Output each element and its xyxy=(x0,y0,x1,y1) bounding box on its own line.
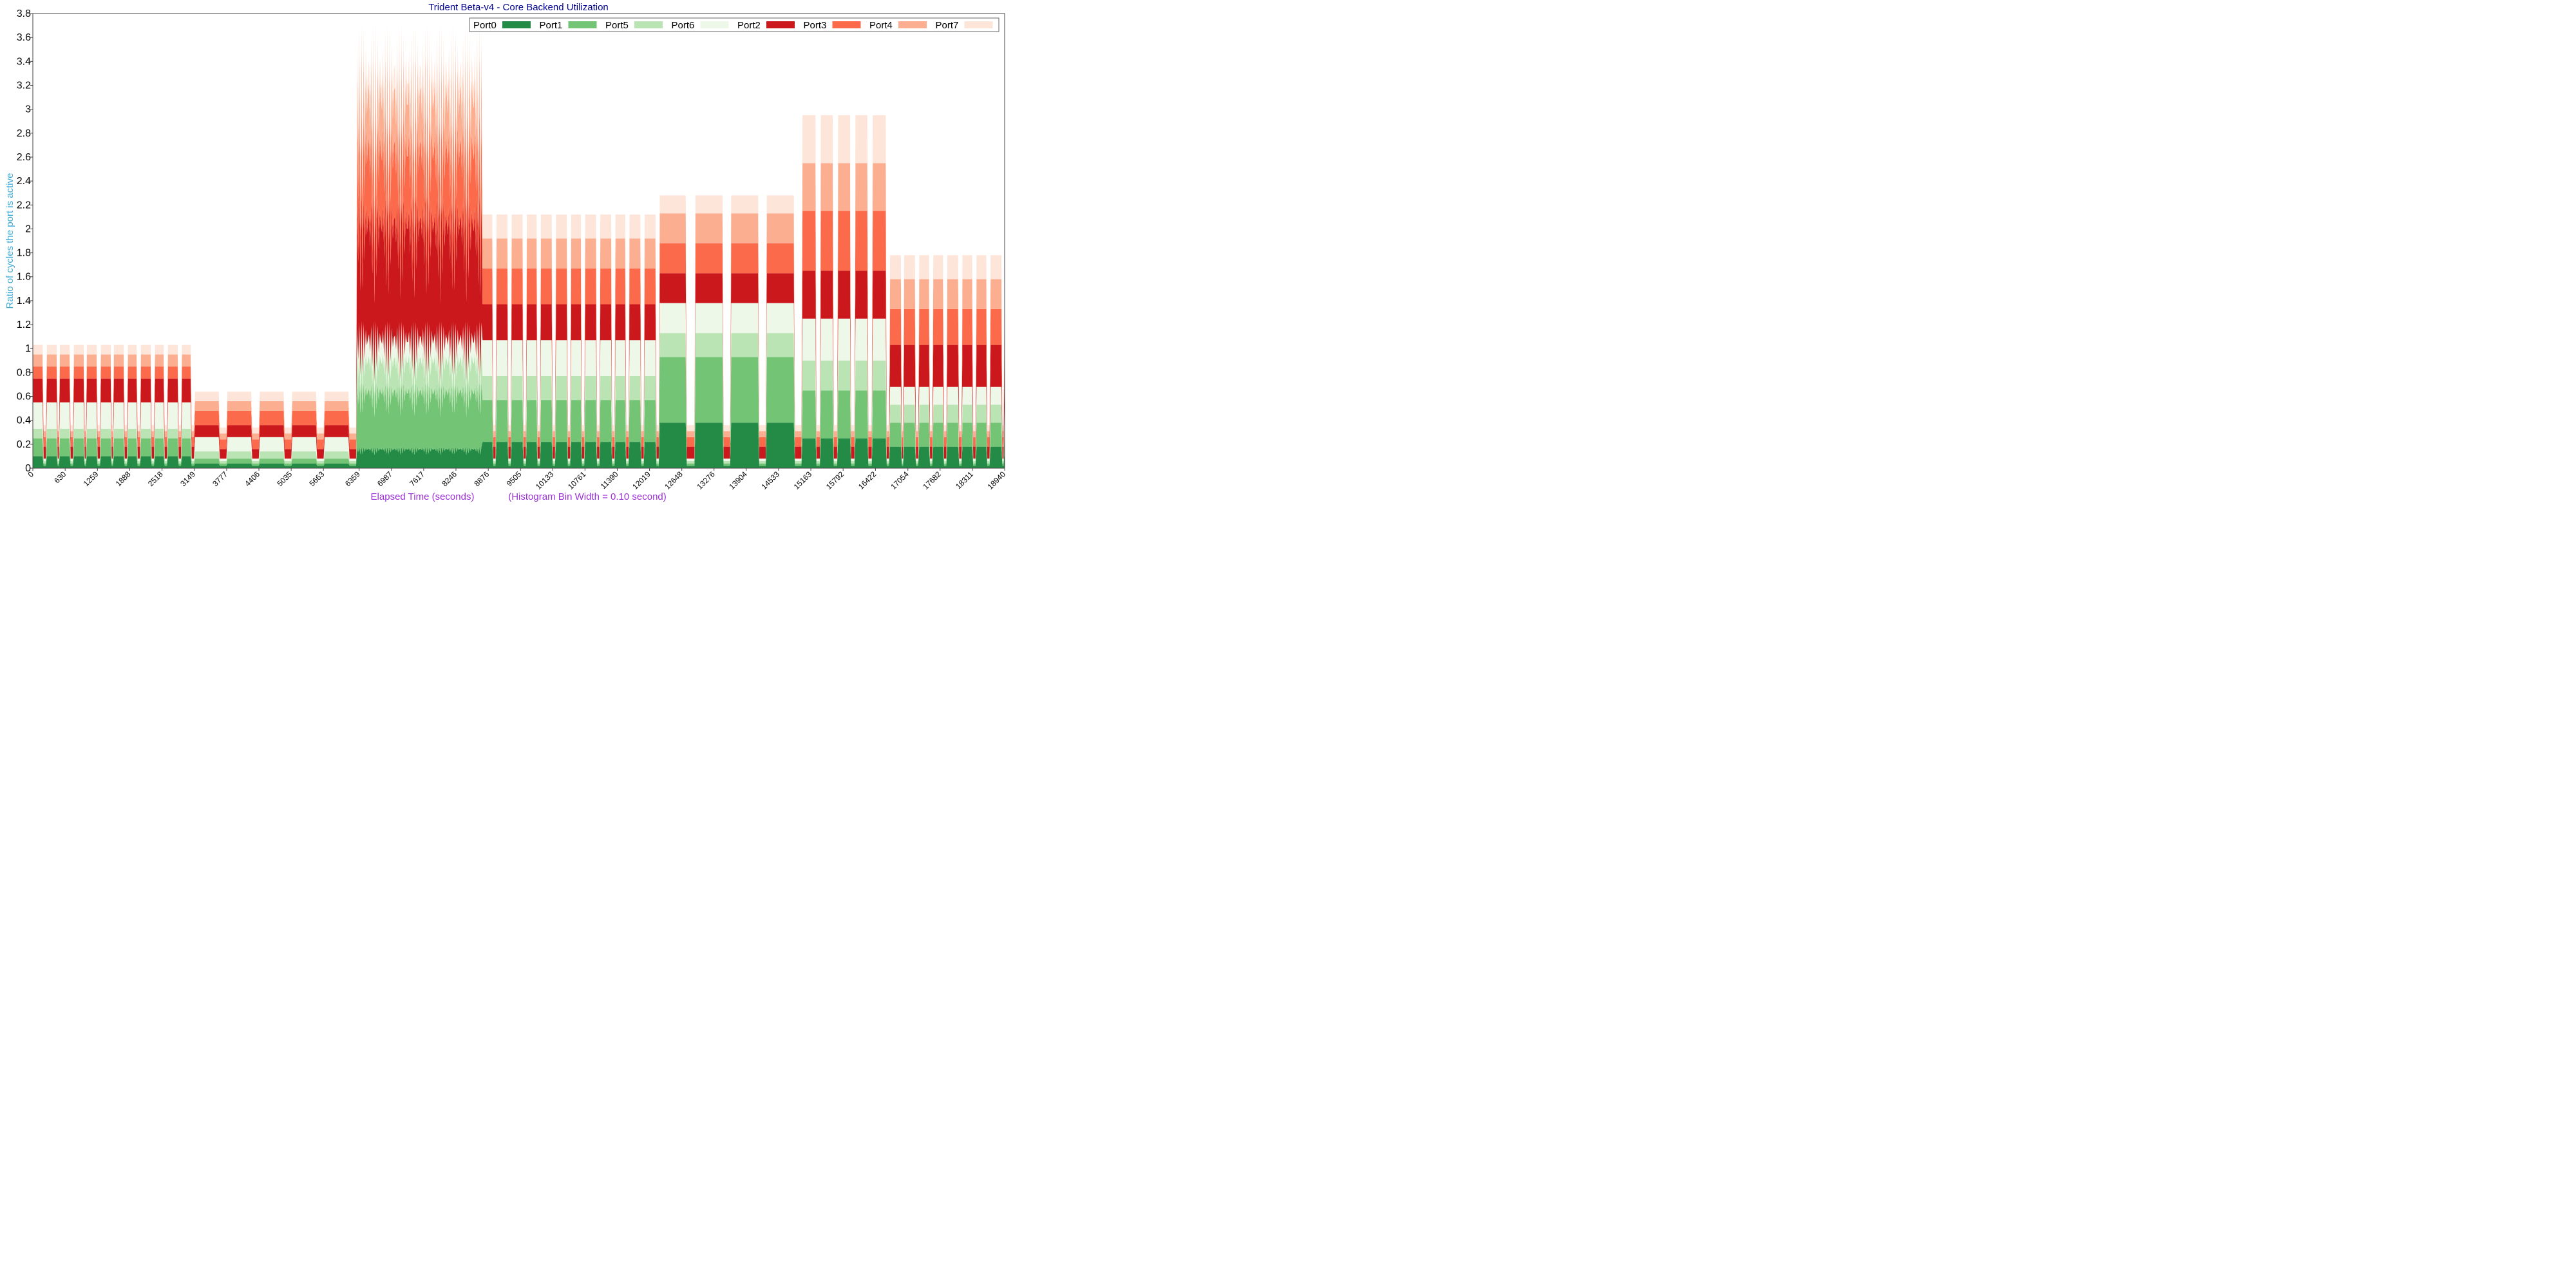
legend-swatch-port0 xyxy=(502,21,531,28)
y-tick-label: 0.6 xyxy=(17,392,31,402)
series-area-port2 xyxy=(33,189,1005,459)
series-area-port4 xyxy=(33,46,1005,440)
x-axis-label-note: (Histogram Bin Width = 0.10 second) xyxy=(508,491,667,502)
chart-canvas: Trident Beta-v4 - Core Backend Utilizati… xyxy=(5,2,1007,502)
x-tick-label: 3777 xyxy=(211,469,229,488)
x-tick-label: 10761 xyxy=(566,469,588,491)
y-tick-label: 3.6 xyxy=(17,32,31,43)
x-axis: 0 630 1259 1888 2518 3149 3777 4406 5035 5663 6359… xyxy=(26,468,1007,491)
x-tick-label: 3149 xyxy=(178,469,197,488)
legend-label-port1: Port1 xyxy=(540,20,563,31)
x-tick-label: 10133 xyxy=(534,469,556,491)
x-tick-label: 630 xyxy=(52,469,68,485)
x-tick-label: 7617 xyxy=(408,469,426,488)
y-tick-label: 0 xyxy=(25,463,31,474)
y-tick-label: 3.4 xyxy=(17,56,31,67)
y-tick-label: 3.2 xyxy=(17,80,31,91)
legend-label-port5: Port5 xyxy=(605,20,629,31)
y-tick-label: 0.2 xyxy=(17,439,31,450)
legend-swatch-port6 xyxy=(700,21,729,28)
y-tick-label: 1 xyxy=(25,343,31,354)
x-tick-label: 12648 xyxy=(663,469,685,491)
x-tick-label: 5035 xyxy=(275,469,294,488)
y-tick-label: 0.8 xyxy=(17,367,31,378)
series-area-port5 xyxy=(33,333,1005,464)
x-tick-label: 2518 xyxy=(146,469,165,488)
legend-swatch-port5 xyxy=(634,21,663,28)
x-tick-label: 8246 xyxy=(440,469,459,488)
y-tick-label: 3.8 xyxy=(17,8,31,19)
x-tick-label: 9505 xyxy=(505,469,524,488)
x-tick-label: 1888 xyxy=(114,469,133,488)
x-tick-label: 6359 xyxy=(343,469,362,488)
x-tick-label: 18311 xyxy=(954,469,975,491)
legend-swatch-port2 xyxy=(766,21,795,28)
y-tick-label: 2.2 xyxy=(17,200,31,211)
y-tick-label: 0.4 xyxy=(17,415,31,426)
chart-title: Trident Beta-v4 - Core Backend Utilizati… xyxy=(428,2,609,13)
legend-swatch-port3 xyxy=(832,21,861,28)
x-tick-label: 5663 xyxy=(308,469,327,488)
x-tick-label: 8876 xyxy=(473,469,491,488)
x-tick-label: 18940 xyxy=(986,469,1008,491)
y-tick-label: 1.4 xyxy=(17,296,31,307)
y-tick-label: 2 xyxy=(25,223,31,234)
legend-label-port2: Port2 xyxy=(737,20,761,31)
y-tick-label: 2.8 xyxy=(17,128,31,139)
y-axis: 0 0.2 0.4 0.6 0.8 1 1.2 1.4 1.6 1.8 2 2.2 2.4 2.6 2.8 3… xyxy=(17,8,33,474)
y-tick-label: 2.4 xyxy=(17,176,31,187)
series-area-port0 xyxy=(33,422,1005,468)
x-axis-label: Elapsed Time (seconds) xyxy=(371,491,475,502)
legend-swatch-port1 xyxy=(568,21,597,28)
legend-swatch-port7 xyxy=(964,21,993,28)
legend-label-port7: Port7 xyxy=(936,20,959,31)
plot-frame xyxy=(32,13,1005,469)
y-tick-label: 1.8 xyxy=(17,248,31,259)
legend-label-port4: Port4 xyxy=(869,20,893,31)
x-tick-label: 12019 xyxy=(630,469,652,491)
x-tick-label: 13904 xyxy=(727,469,749,491)
y-tick-label: 1.2 xyxy=(17,319,31,330)
y-tick-label: 3 xyxy=(25,104,31,115)
x-tick-label: 17054 xyxy=(889,469,911,491)
legend-box xyxy=(469,17,999,32)
x-tick-label: 11390 xyxy=(599,469,620,491)
x-tick-label: 17682 xyxy=(921,469,943,491)
x-tick-label: 15163 xyxy=(792,469,814,491)
x-tick-label: 1259 xyxy=(82,469,100,488)
plot-area xyxy=(33,22,1005,468)
y-tick-label: 1.6 xyxy=(17,272,31,283)
legend-label-port0: Port0 xyxy=(473,20,497,31)
series-area-port3 xyxy=(33,106,1005,450)
series-area-port1 xyxy=(33,357,1005,466)
x-tick-label: 13276 xyxy=(695,469,717,491)
legend-swatch-port4 xyxy=(898,21,927,28)
x-tick-label: 6987 xyxy=(375,469,394,488)
legend-label-port6: Port6 xyxy=(672,20,695,31)
x-tick-label: 4406 xyxy=(243,469,261,488)
series-area-port7 xyxy=(33,22,1005,434)
legend: Port0 Port1 Port5 Port6 Port2 Port3 Port4 Port7 xyxy=(469,17,999,32)
x-tick-label: 15792 xyxy=(824,469,846,491)
x-tick-label: 16422 xyxy=(857,469,878,491)
legend-label-port3: Port3 xyxy=(804,20,827,31)
y-tick-label: 2.6 xyxy=(17,152,31,163)
x-tick-label: 14533 xyxy=(760,469,782,491)
y-axis-label: Ratio of cycles the port is active xyxy=(5,173,15,309)
